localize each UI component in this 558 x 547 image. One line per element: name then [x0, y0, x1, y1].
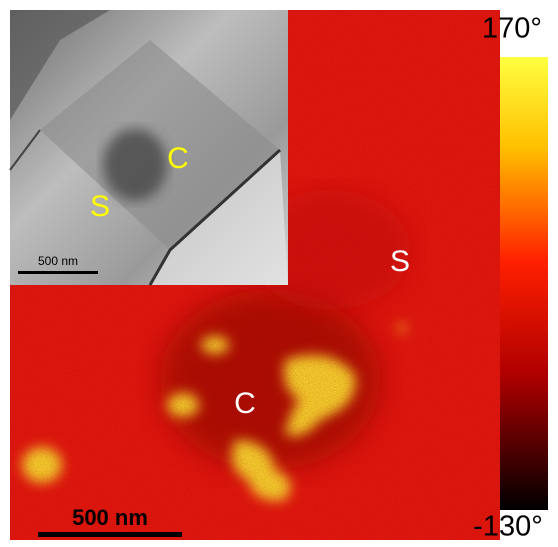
inset-region-label: S — [90, 190, 110, 223]
inset-scale-bar-label: 500 nm — [38, 254, 78, 268]
region-label: S — [390, 245, 410, 278]
colorbar — [500, 57, 548, 510]
colorbar-min: -130° — [473, 511, 543, 543]
inset-image: C S 500 nm — [10, 10, 288, 285]
scale-bar — [38, 532, 182, 537]
inset-region-label: C — [167, 142, 189, 175]
scale-bar-label: 500 nm — [72, 505, 148, 530]
figure: 170° -130° S C 500 nm C S 500 nm — [0, 0, 558, 547]
colorbar-max: 170° — [482, 13, 542, 45]
inset-scale-bar — [18, 271, 98, 274]
region-label: C — [234, 387, 256, 420]
